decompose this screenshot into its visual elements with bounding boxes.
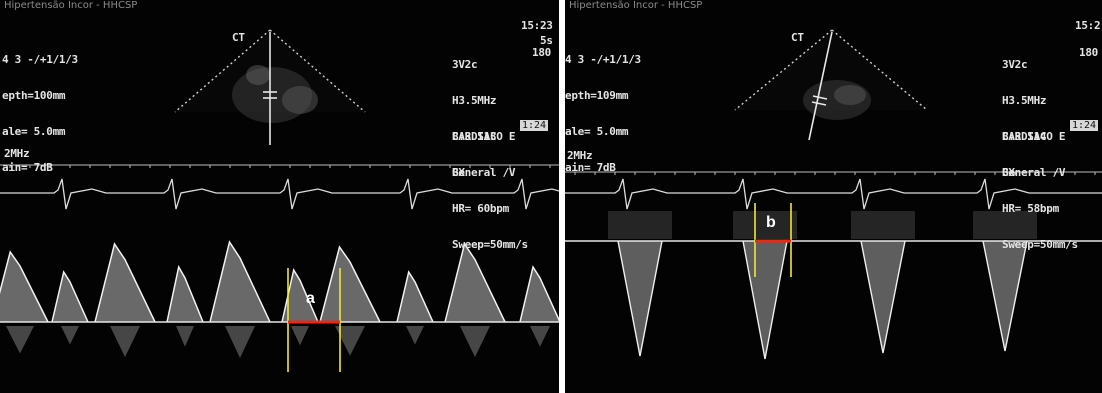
header-line-3: ale= 5.0mm xyxy=(565,125,629,138)
probe-info-b: 3V2c H3.5MHz CARDIACO E General /V xyxy=(1002,35,1066,203)
probe-line-2: H3.5MHz xyxy=(1002,94,1047,107)
measurement-label-a: a xyxy=(306,290,315,307)
topbar-text-b: Hipertensão Incor - HHCSP xyxy=(569,0,703,11)
status-chip-a: 1:24 xyxy=(520,120,549,131)
probe-line-1: 3V2c xyxy=(1002,58,1028,71)
doppler-spectrum-b xyxy=(608,211,1037,360)
ecg-trace-b xyxy=(565,178,1102,210)
echo-sector-a xyxy=(174,29,366,145)
probe-line-3: CARDIACO E xyxy=(452,130,516,143)
time-label-a: 15:23 xyxy=(521,19,553,32)
probe-line-1: 3V2c xyxy=(452,58,478,71)
probe-depth-a: 180 xyxy=(532,46,551,59)
header-line-4: ain= 7dB xyxy=(565,161,616,174)
settings-line-2: BX xyxy=(452,166,465,179)
header-line-1: 4 3 -/+1/1/3 xyxy=(565,53,641,66)
time-ticks-a xyxy=(9,165,551,168)
panel-a-graphics xyxy=(0,29,559,372)
probe-line-4: General /V xyxy=(452,166,516,179)
time-sub-a: 5s xyxy=(540,34,553,47)
probe-info-a: 3V2c H3.5MHz CARDIACO E General /V xyxy=(452,35,516,203)
view-label-a: CT xyxy=(232,31,245,44)
header-left-b: 4 3 -/+1/1/3 epth=109mm ale= 5.0mm ain= … xyxy=(565,30,641,198)
settings-line-1: B:3 S14 xyxy=(1002,130,1047,143)
scale-label-b: 2MHz xyxy=(567,149,593,162)
settings-line-4: Sweep=50mm/s xyxy=(452,238,528,251)
view-label-b: CT xyxy=(791,31,804,44)
doppler-spectrum-a xyxy=(0,240,559,358)
header-line-1: 4 3 -/+1/1/3 xyxy=(2,53,78,66)
echo-sector-b xyxy=(734,29,928,141)
topbar-text-a: Hipertensão Incor - HHCSP xyxy=(4,0,138,11)
settings-line-3: HR= 58bpm xyxy=(1002,202,1059,215)
header-line-3: ale= 5.0mm xyxy=(2,125,66,138)
settings-line-2: BX xyxy=(1002,166,1015,179)
probe-line-4: General /V xyxy=(1002,166,1066,179)
measurement-label-b: b xyxy=(766,214,776,231)
settings-line-4: Sweep=50mm/s xyxy=(1002,238,1078,251)
header-line-2: epth=100mm xyxy=(2,89,66,102)
panel-b-graphics xyxy=(565,29,1102,360)
probe-line-3: CARDIACO E xyxy=(1002,130,1066,143)
settings-line-3: HR= 60bpm xyxy=(452,202,509,215)
settings-line-1: B:3 S13 xyxy=(452,130,497,143)
ecg-trace-a xyxy=(0,178,559,210)
time-label-b: 15:2 xyxy=(1075,19,1101,32)
header-left-a: 4 3 -/+1/1/3 epth=100mm ale= 5.0mm ain= … xyxy=(2,30,78,198)
doppler-panel-b: Hipertensão Incor - HHCSP 4 3 -/+1/1/3 e… xyxy=(565,0,1102,393)
header-line-4: ain= 7dB xyxy=(2,161,53,174)
probe-line-2: H3.5MHz xyxy=(452,94,497,107)
settings-a: B:3 S13 BX HR= 60bpm Sweep=50mm/s xyxy=(452,107,528,275)
settings-b: B:3 S14 BX HR= 58bpm Sweep=50mm/s xyxy=(1002,107,1078,275)
scale-label-a: 2MHz xyxy=(4,147,30,160)
header-line-2: epth=109mm xyxy=(565,89,629,102)
status-chip-b: 1:24 xyxy=(1070,120,1099,131)
probe-depth-b: 180 xyxy=(1079,46,1098,59)
doppler-panel-a: Hipertensão Incor - HHCSP 4 3 -/+1/1/3 e… xyxy=(0,0,559,393)
time-ticks-b xyxy=(574,172,1096,175)
